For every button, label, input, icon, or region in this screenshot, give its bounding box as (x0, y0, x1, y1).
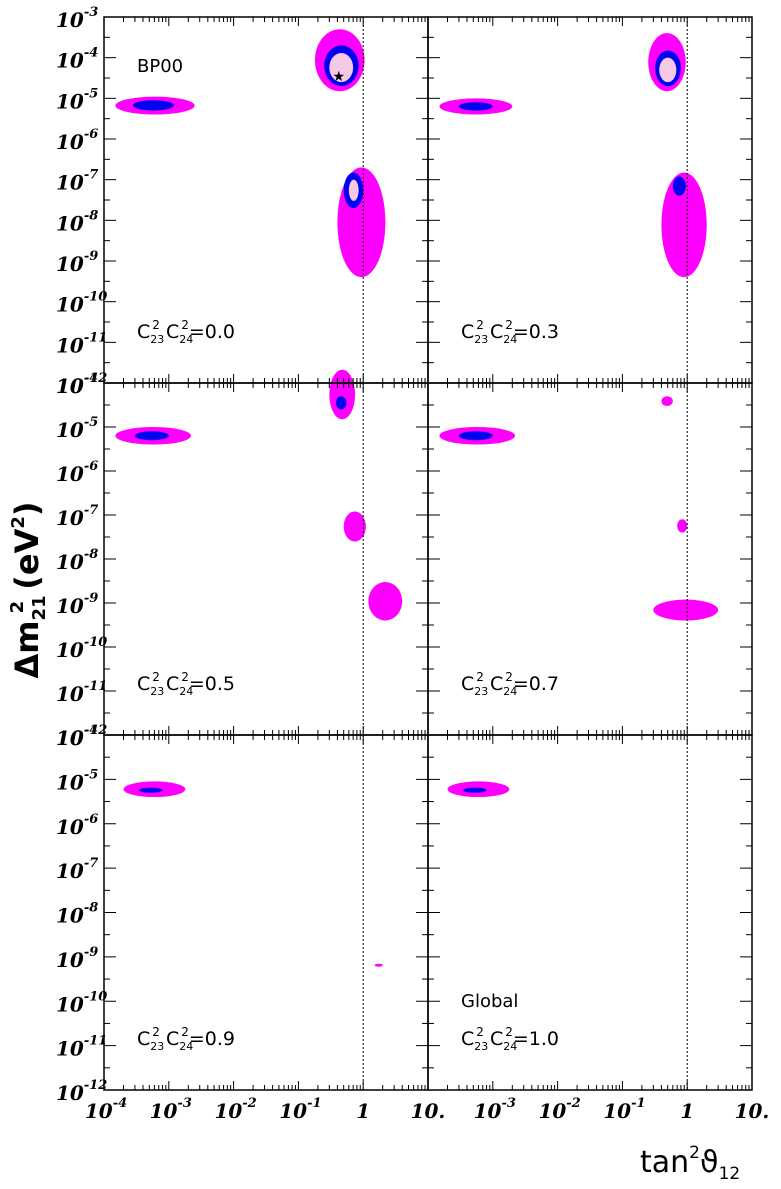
panel-r1c0-parameter-label: C232 C242=0.5 (137, 670, 235, 698)
panel-r2c0-parameter-label: C232 C242=0.9 (137, 1025, 235, 1053)
y-tick-label: 10-5 (56, 86, 98, 113)
y-tick-label: 10-9 (56, 249, 98, 276)
y-tick-label: 10-10 (56, 290, 107, 317)
y-axis-title: Δm212 (eV2) (7, 501, 50, 678)
y-tick-label: 10-7 (56, 168, 98, 195)
panel-r2c0-region-outer-2 (374, 963, 383, 967)
panel-r1c0-region-outer-4 (343, 511, 366, 542)
y-tick-label: 10-10 (56, 989, 107, 1016)
panel-r0c1-region-middle-4 (458, 102, 493, 111)
reference-lines (362, 17, 688, 1090)
y-tick-label: 10-9 (56, 945, 98, 972)
x-tick-label: 1 (356, 1099, 370, 1123)
panel-r1c1-region-middle-2 (458, 431, 493, 441)
panel-r1c0-region-outer-0 (329, 369, 356, 420)
y-tick-label: 10-8 (56, 208, 98, 235)
panel-r1c0-region-outer-5 (368, 582, 403, 621)
panel-r0c0-title-label: BP00 (137, 56, 183, 77)
tick-marks (103, 16, 752, 1091)
panel-r2c0-region-middle-1 (139, 787, 163, 793)
panel-r0c1-region-middle-6 (672, 176, 686, 196)
x-tick-label: 1 (680, 1099, 694, 1123)
x-tick-label: 10-3 (474, 1096, 516, 1123)
panel-r0c0-best-fit-star: ★ (333, 70, 346, 85)
panel-r1c1-region-outer-0 (661, 396, 673, 407)
panel-r2c1-region-middle-1 (463, 787, 487, 793)
y-tick-label: 10-12 (56, 371, 107, 398)
regions-layer: ★ (115, 29, 719, 967)
panel-r1c1-region-outer-3 (677, 519, 688, 533)
panel-r0c1-region-inner-2 (659, 57, 677, 83)
panel-r0c1-parameter-label: C232 C242=0.3 (461, 318, 559, 346)
panel-r1c1-region-outer-4 (653, 599, 719, 621)
y-tick-label: 10-11 (56, 1034, 107, 1061)
panel-labels: BP00 C232 C242=0.0 C232 C242=0.3 C232 C242=… (137, 56, 559, 1053)
x-tick-label: 10-1 (603, 1096, 645, 1123)
panel-r0c1-region-outer-5 (661, 172, 707, 278)
y-tick-label: 10-12 (56, 1078, 107, 1105)
x-tick-label: 10-1 (279, 1096, 321, 1123)
x-tick-label: 10-2 (214, 1096, 256, 1123)
y-tick-label: 10-10 (56, 635, 107, 662)
axis-labels: 10-310-410-510-610-710-810-910-1010-1110… (7, 5, 769, 1184)
panel-r1c0-region-middle-1 (335, 396, 347, 410)
x-tick-label: 10-4 (85, 1096, 127, 1123)
y-tick-label: 10-5 (56, 767, 98, 794)
y-tick-label: 10-4 (56, 371, 98, 398)
y-tick-label: 10-7 (56, 856, 98, 883)
y-tick-label: 10-12 (56, 723, 107, 750)
x-tick-label: 10. (735, 1099, 770, 1123)
y-tick-label: 10-11 (56, 679, 107, 706)
y-tick-label: 10-5 (56, 415, 98, 442)
y-tick-label: 10-9 (56, 591, 98, 618)
y-tick-label: 10-6 (56, 812, 98, 839)
y-tick-label: 10-8 (56, 901, 98, 928)
y-tick-label: 10-4 (56, 723, 98, 750)
panel-r2c1-parameter-label: C232 C242=1.0 (461, 1025, 559, 1053)
x-tick-label: 10-2 (538, 1096, 580, 1123)
panel-frames (103, 16, 753, 1091)
panel-r1c0-region-middle-3 (134, 431, 169, 441)
y-tick-label: 10-4 (56, 46, 98, 73)
y-tick-label: 10-6 (56, 459, 98, 486)
panel-r0c0-region-inner-7 (348, 179, 359, 201)
panel-r2c1-title-label: Global (461, 991, 518, 1012)
y-tick-label: 10-11 (56, 330, 107, 357)
panel-r1c1-parameter-label: C232 C242=0.7 (461, 670, 559, 698)
panel-r0c0-region-inner-2 (329, 53, 354, 83)
panel-r2c1-frame (427, 734, 753, 1091)
y-tick-label: 10-3 (56, 5, 98, 32)
panel-r0c0-region-middle-4 (132, 100, 174, 111)
x-tick-label: 10-3 (150, 1096, 192, 1123)
y-tick-label: 10-6 (56, 127, 98, 154)
y-tick-label: 10-8 (56, 547, 98, 574)
panel-r0c0-parameter-label: C232 C242=0.0 (137, 318, 235, 346)
x-axis-title: tan2ϑ12 (640, 1143, 740, 1184)
y-tick-label: 10-7 (56, 503, 98, 530)
x-tick-label: 10. (411, 1099, 446, 1123)
